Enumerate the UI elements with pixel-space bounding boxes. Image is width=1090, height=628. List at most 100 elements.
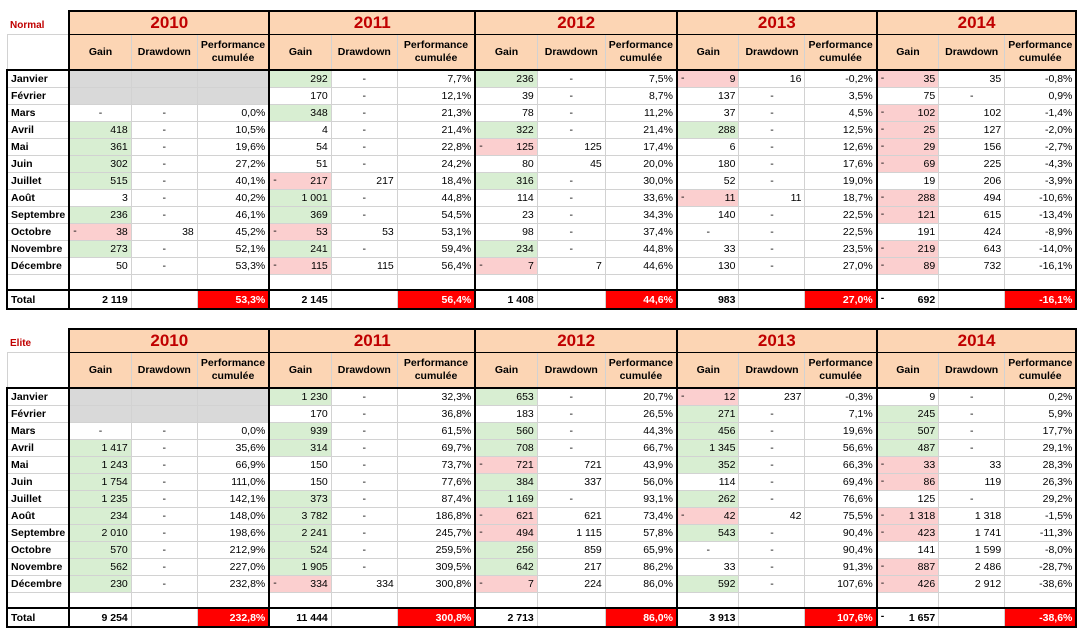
gain-cell: 426 xyxy=(875,575,940,593)
month-label: Août xyxy=(5,507,70,525)
month-label: Décembre xyxy=(5,575,70,593)
gain-cell: 170 xyxy=(268,87,332,105)
drawdown-cell: 206 xyxy=(938,172,1006,190)
drawdown-cell: - xyxy=(536,87,606,105)
total-row: Total 9 254 232,8% 11 444 300,8% 2 713 86,0% 3 … xyxy=(5,607,1078,628)
gain-cell: 234 xyxy=(474,240,538,258)
gain-cell: 708 xyxy=(474,439,538,457)
drawdown-cell: 494 xyxy=(938,189,1006,207)
gain-cell: 78 xyxy=(474,104,538,122)
gain-cell: 1 417 xyxy=(68,439,132,457)
gain-cell: 1 754 xyxy=(68,473,132,491)
normal-performance-table: 2010 2011 2012 2013 2014 Gain Drawdown Performa… xyxy=(5,10,1078,310)
performance-cell: 54,5% xyxy=(396,206,477,224)
gain-cell: 6 xyxy=(675,138,740,156)
performance-cell: 37,4% xyxy=(604,223,678,241)
drawdown-cell: - xyxy=(738,155,806,173)
corner-cell xyxy=(7,329,69,353)
drawdown-cell: - xyxy=(330,490,398,508)
gain-cell: 12 xyxy=(675,387,740,406)
gain-cell: 373 xyxy=(268,490,332,508)
performance-cell: 22,5% xyxy=(804,206,878,224)
drawdown-cell: - xyxy=(738,87,806,105)
empty-cell xyxy=(268,592,332,609)
spacer-row xyxy=(5,592,1078,609)
drawdown-cell: - xyxy=(738,575,806,593)
total-gain-cell: 11 444 xyxy=(268,607,332,628)
drawdown-cell: - xyxy=(536,405,606,423)
gain-cell: 3 xyxy=(68,189,132,207)
drawdown-cell xyxy=(130,69,198,88)
year-header-2013: 2013 xyxy=(675,10,878,35)
performance-header: Performance cumulée xyxy=(196,352,271,389)
performance-cell: 7,5% xyxy=(604,69,678,88)
year-header-2012: 2012 xyxy=(474,328,678,353)
performance-cell: 93,1% xyxy=(604,490,678,508)
gain-cell: 314 xyxy=(268,439,332,457)
gain-cell: 3 782 xyxy=(268,507,332,525)
performance-header: Performance cumulée xyxy=(604,34,678,71)
drawdown-cell: 33 xyxy=(938,456,1006,474)
gain-cell: 236 xyxy=(474,69,538,88)
gain-cell: 456 xyxy=(675,422,740,440)
gain-cell: 524 xyxy=(268,541,332,559)
performance-cell: 29,1% xyxy=(1004,439,1078,457)
empty-cell xyxy=(804,592,878,609)
empty-cell xyxy=(675,274,740,291)
gain-cell: 592 xyxy=(675,575,740,593)
drawdown-cell: 125 xyxy=(536,138,606,156)
month-label: Mai xyxy=(5,138,70,156)
gain-cell: 352 xyxy=(675,456,740,474)
drawdown-cell: - xyxy=(330,387,398,406)
corner-cell xyxy=(6,352,70,389)
drawdown-cell: - xyxy=(738,456,806,474)
performance-cell: 65,9% xyxy=(604,541,678,559)
gain-cell: 86 xyxy=(875,473,940,491)
total-performance-cell: 300,8% xyxy=(396,607,477,628)
empty-cell xyxy=(1004,592,1078,609)
performance-cell: 17,7% xyxy=(1004,422,1078,440)
performance-header: Performance cumulée xyxy=(1004,352,1078,389)
total-drawdown-cell xyxy=(330,607,398,628)
gain-cell: 25 xyxy=(875,121,940,139)
drawdown-cell: 217 xyxy=(536,558,606,576)
performance-cell: 75,5% xyxy=(804,507,878,525)
total-label: Total xyxy=(5,289,70,310)
month-label: Avril xyxy=(5,121,70,139)
empty-cell xyxy=(330,592,398,609)
gain-cell: 418 xyxy=(68,121,132,139)
drawdown-cell: 119 xyxy=(938,473,1006,491)
drawdown-cell: - xyxy=(938,439,1006,457)
gain-cell: 236 xyxy=(68,206,132,224)
performance-cell: 12,1% xyxy=(396,87,477,105)
gain-cell: 292 xyxy=(268,69,332,88)
total-drawdown-cell xyxy=(938,289,1006,310)
gain-header: Gain xyxy=(474,352,538,389)
gain-cell: 69 xyxy=(875,155,940,173)
gain-cell: 230 xyxy=(68,575,132,593)
gain-cell: 1 345 xyxy=(675,439,740,457)
gain-cell xyxy=(68,87,132,105)
empty-cell xyxy=(604,274,678,291)
drawdown-cell: 42 xyxy=(738,507,806,525)
empty-cell xyxy=(268,274,332,291)
drawdown-cell: - xyxy=(536,69,606,88)
drawdown-cell: - xyxy=(130,456,198,474)
performance-cell: 56,6% xyxy=(804,439,878,457)
drawdown-cell: - xyxy=(536,189,606,207)
gain-cell: 302 xyxy=(68,155,132,173)
drawdown-cell: - xyxy=(330,507,398,525)
drawdown-cell: 721 xyxy=(536,456,606,474)
performance-cell: 227,0% xyxy=(196,558,271,576)
gain-cell: 98 xyxy=(474,223,538,241)
performance-cell: 17,6% xyxy=(804,155,878,173)
drawdown-cell: - xyxy=(330,473,398,491)
drawdown-header: Drawdown xyxy=(330,352,398,389)
performance-cell: -0,3% xyxy=(804,387,878,406)
performance-cell: 77,6% xyxy=(396,473,477,491)
performance-cell: 52,1% xyxy=(196,240,271,258)
gain-header: Gain xyxy=(875,34,940,71)
drawdown-cell: - xyxy=(130,541,198,559)
gain-cell: 245 xyxy=(875,405,940,423)
